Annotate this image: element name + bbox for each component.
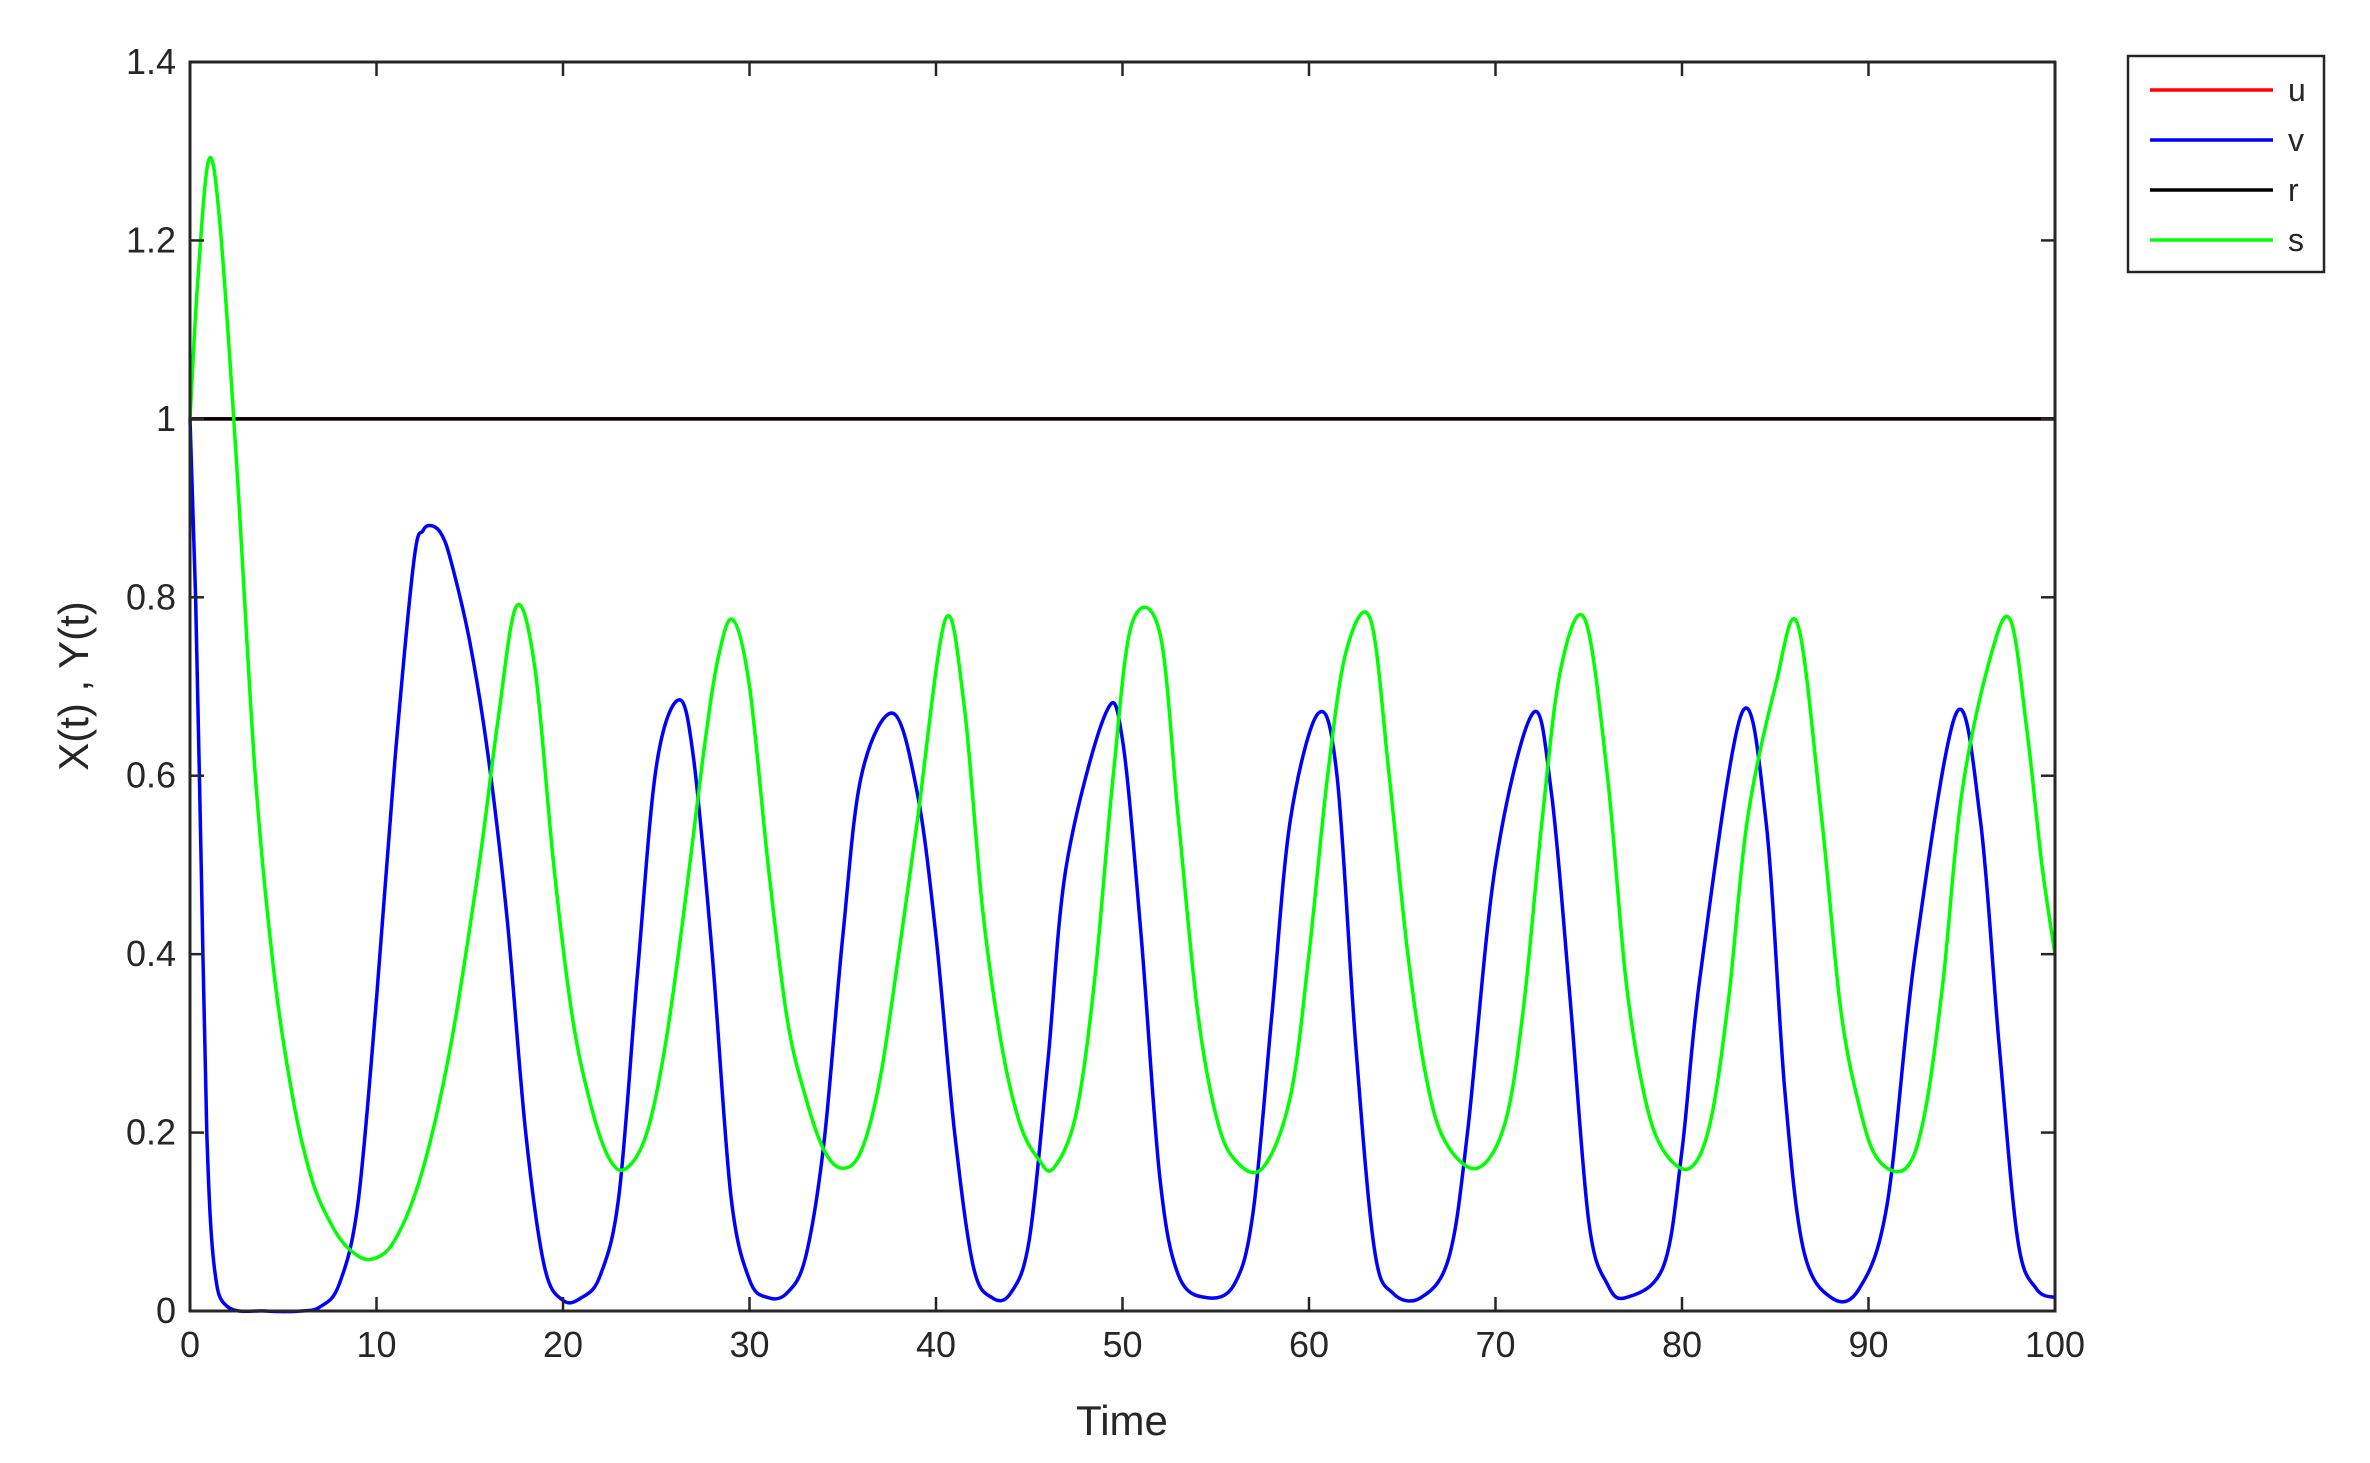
x-tick-label: 20 [543,1324,583,1365]
x-tick-label: 60 [1289,1324,1329,1365]
legend-box [2126,54,2326,274]
y-tick-label: 0.8 [126,576,176,617]
ticks-layer: 0 10 20 30 40 50 60 70 80 90 100 0 0.2 0.4 0.6 0.8 1 1.2 1… [126,41,2085,1365]
x-tick-label: 40 [916,1324,956,1365]
legend-label-v: v [2288,122,2304,158]
series-line-v [188,418,2056,1314]
y-tick-label: 1.2 [126,219,176,260]
x-tick-label: 30 [729,1324,769,1365]
y-tick-label: 1.4 [126,41,176,82]
legend-label-r: r [2288,172,2299,208]
y-tick-label: 0.4 [126,933,176,974]
x-tick-label: 50 [1102,1324,1142,1365]
x-tick-label: 100 [2025,1324,2085,1365]
y-axis-label: X(t) , Y(t) [50,601,97,771]
legend-label-u: u [2288,72,2306,108]
x-tick-label: 70 [1475,1324,1515,1365]
legend-label-s: s [2288,222,2304,258]
x-tick-label: 90 [1848,1324,1888,1365]
y-tick-label: 0 [156,1290,176,1331]
x-tick-label: 10 [356,1324,396,1365]
y-tick-label: 1 [156,398,176,439]
series-line-s [188,155,2057,1262]
y-tick-label: 0.6 [126,755,176,796]
x-tick-label: 0 [180,1324,200,1365]
series-layer [188,155,2057,1314]
x-tick-label: 80 [1662,1324,1702,1365]
x-axis-label: Time [1076,1397,1168,1444]
y-tick-label: 0.2 [126,1112,176,1153]
